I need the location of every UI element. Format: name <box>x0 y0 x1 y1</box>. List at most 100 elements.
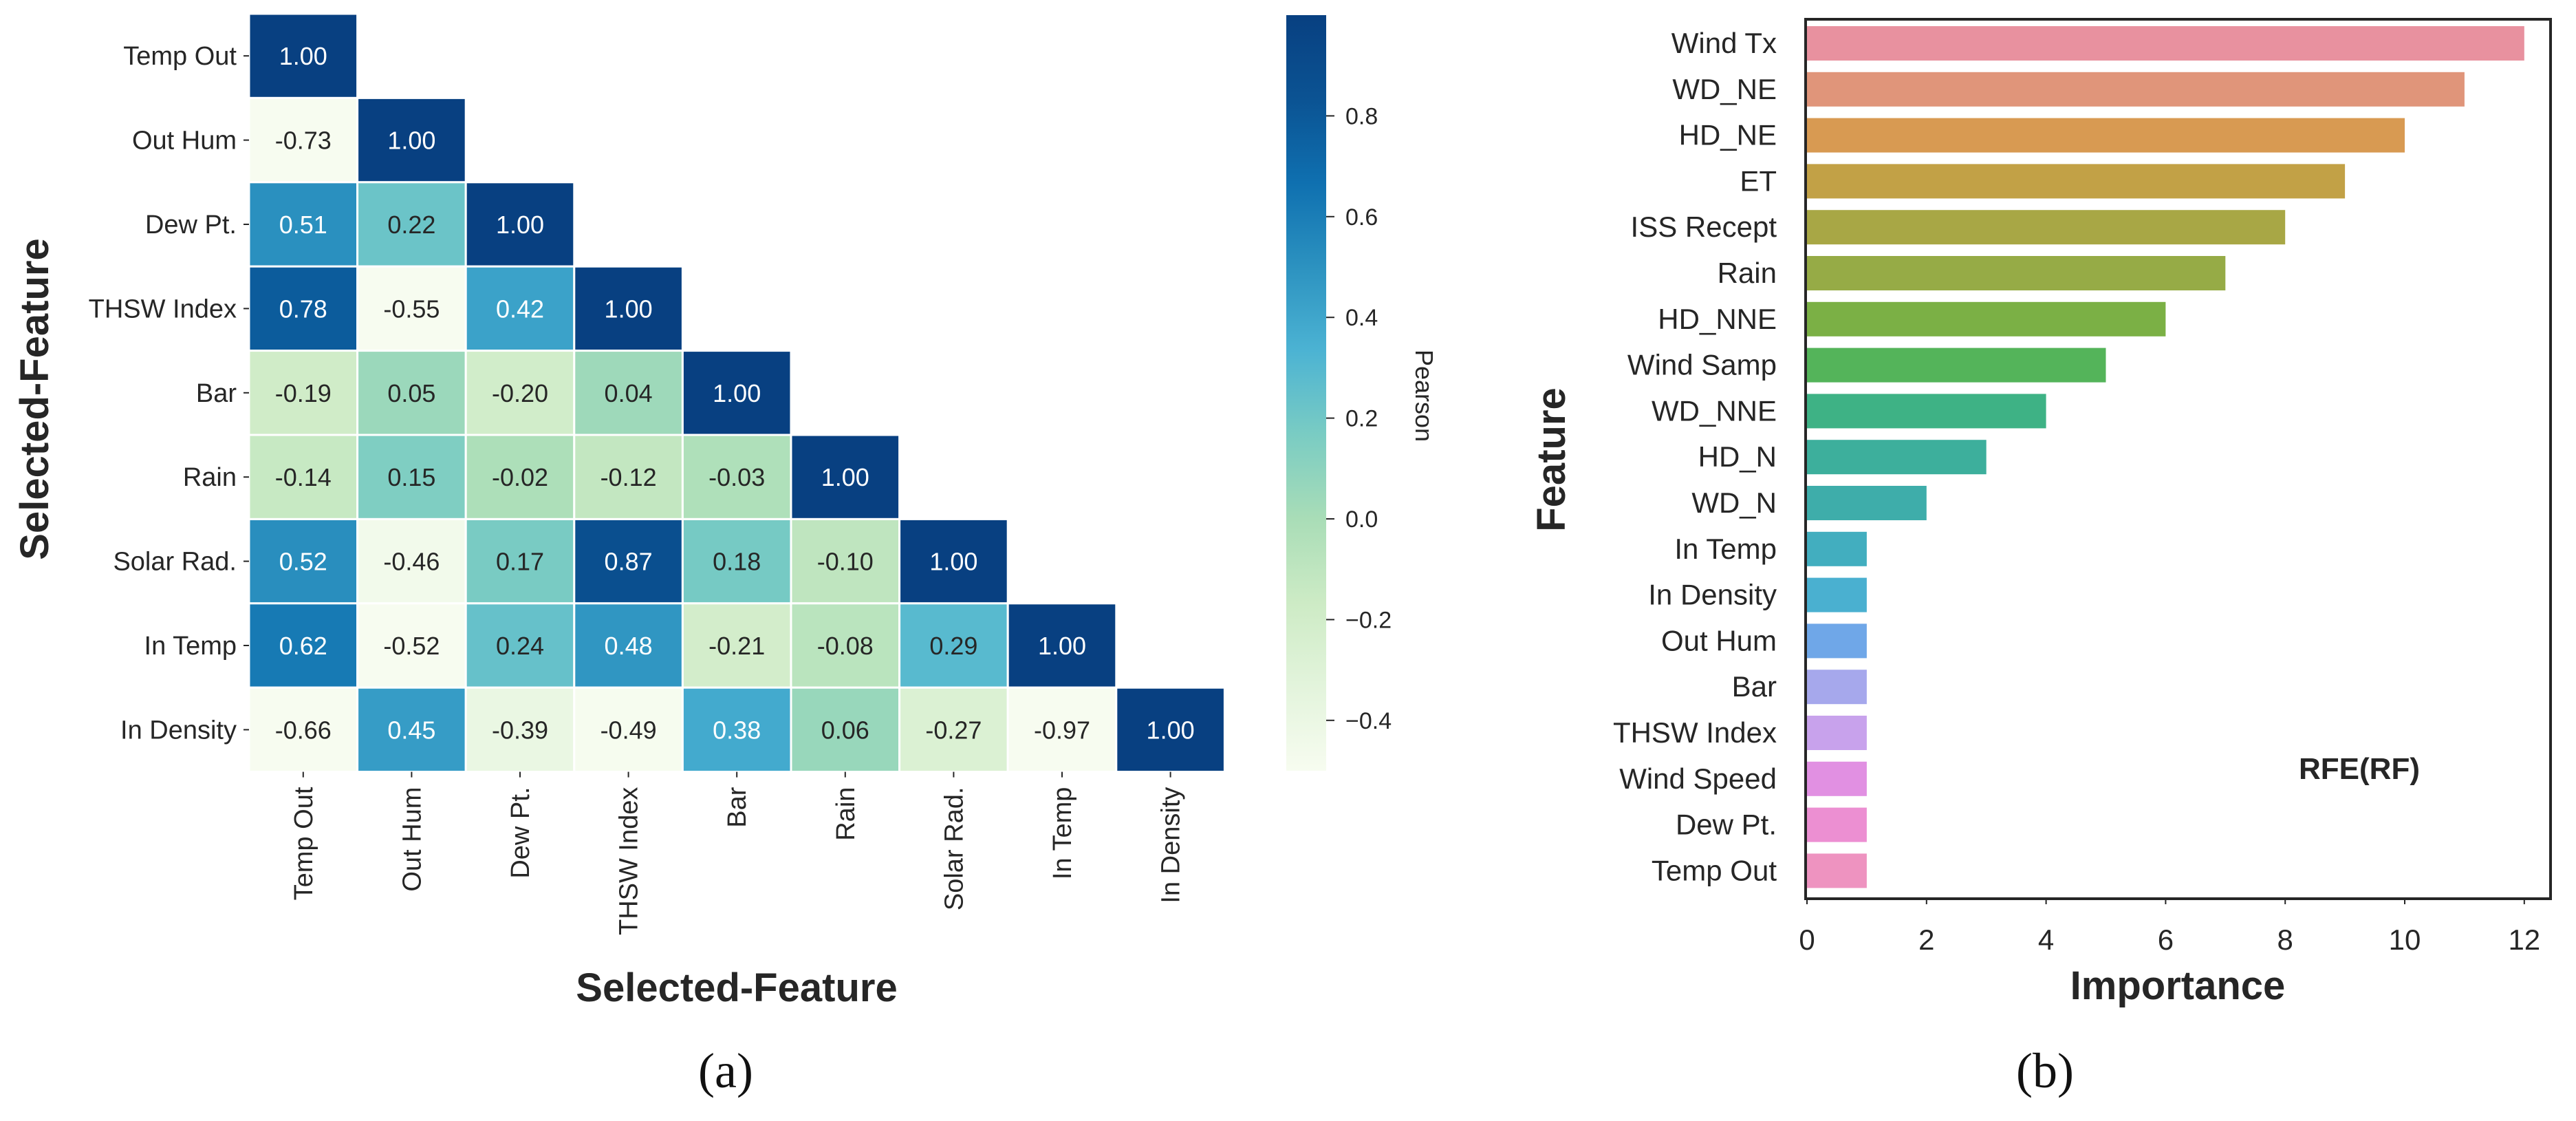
heatmap-cell <box>248 602 359 689</box>
heatmap-y-label-bar: Bar <box>196 379 237 408</box>
bar-y-axis-title: Feature <box>1529 387 1574 532</box>
heatmap-cell-label: 0.42 <box>496 295 544 323</box>
heatmap-y-tick-labels: Temp Out Out Hum Dew Pt. THSW Index Bar Rain S… <box>89 42 249 745</box>
heatmap-x-axis-title: Selected-Feature <box>576 965 897 1010</box>
heatmap-cell <box>248 686 359 773</box>
heatmap-cell-label: -0.02 <box>492 463 548 491</box>
heatmap-y-axis-title: Selected-Feature <box>12 238 57 559</box>
bar-label-in-density: In Density <box>1648 579 1777 611</box>
heatmap-x-label-out-hum: Out Hum <box>398 787 426 892</box>
heatmap-cell-label: -0.08 <box>817 632 874 660</box>
heatmap-cell <box>573 434 684 520</box>
bar-dew-pt <box>1807 807 1867 842</box>
heatmap-cell <box>681 434 792 520</box>
bar-label-out-hum: Out Hum <box>1661 624 1777 656</box>
heatmap-y-label-dew-pt: Dew Pt. <box>145 211 237 239</box>
heatmap-x-tick-labels: Temp Out Out Hum Dew Pt. THSW Index Bar Rain S… <box>290 771 1186 935</box>
bar-hd-n <box>1807 440 1987 475</box>
bar-hd-nne <box>1807 301 2166 337</box>
heatmap-cell-label: -0.66 <box>275 716 332 744</box>
bar-label-wd-ne: WD_NE <box>1672 73 1777 105</box>
heatmap-x-label-rain: Rain <box>832 787 861 841</box>
heatmap-cell-label: 0.78 <box>279 295 327 323</box>
colorbar: 0.8 0.6 0.4 0.2 0.0 −0.2 −0.4 Pearson <box>1286 15 1438 771</box>
heatmap-y-label-in-temp: In Temp <box>144 632 237 661</box>
bar-x-tick-label: 0 <box>1799 924 1815 956</box>
correlation-heatmap: 1.00 -0.73 1.00 0.51 0.22 1.00 0.78 -0.55 0.42 1.… <box>12 12 1438 1010</box>
colorbar-tick-label: 0.8 <box>1345 103 1378 129</box>
heatmap-cell-label: 0.15 <box>387 463 435 491</box>
bar-thsw-index <box>1807 716 1867 750</box>
heatmap-cell <box>573 350 684 436</box>
heatmap-cell <box>1115 686 1226 773</box>
colorbar-tick-label: −0.4 <box>1345 708 1392 734</box>
heatmap-cell-label: 0.38 <box>713 716 761 744</box>
heatmap-y-label-out-hum: Out Hum <box>132 127 237 156</box>
bar-iss-recept <box>1807 210 2286 245</box>
heatmap-y-label-temp-out: Temp Out <box>123 42 237 71</box>
colorbar-tick-label: 0.0 <box>1345 506 1378 533</box>
heatmap-cell-label: -0.52 <box>383 632 440 660</box>
bar-label-hd-n: HD_N <box>1698 440 1777 473</box>
bar-label-iss-recept: ISS Recept <box>1631 211 1777 243</box>
heatmap-cell-label: 0.17 <box>496 548 544 576</box>
bar-wd-ne <box>1807 72 2465 107</box>
bar-label-wd-nne: WD_NNE <box>1652 394 1777 427</box>
feature-importance-chart: Wind Tx WD_NE HD_NE ET ISS Recept Rain HD_NNE W… <box>1529 18 2552 1008</box>
bar-label-in-temp: In Temp <box>1674 533 1777 565</box>
heatmap-cell-label: 0.22 <box>387 211 435 239</box>
heatmap-cell <box>248 517 359 605</box>
heatmap-cell <box>464 602 576 689</box>
bar-wind-tx <box>1807 26 2524 61</box>
heatmap-cell <box>356 434 467 520</box>
heatmap-cell <box>356 350 467 436</box>
heatmap-x-label-thsw-index: THSW Index <box>615 787 644 935</box>
plot-frame <box>1804 18 2552 900</box>
heatmap-cell <box>356 265 467 352</box>
heatmap-y-label-rain: Rain <box>183 463 237 492</box>
heatmap-cell-label: -0.46 <box>383 548 440 576</box>
heatmap-y-label-thsw-index: THSW Index <box>89 295 237 323</box>
heatmap-cell-label: 1.00 <box>387 127 435 155</box>
heatmap-x-label-bar: Bar <box>723 787 752 827</box>
heatmap-cell-label: 0.87 <box>605 548 653 576</box>
heatmap-cell-label: -0.12 <box>600 463 657 491</box>
heatmap-cell-label: -0.19 <box>275 379 332 407</box>
heatmap-cell <box>1006 602 1118 689</box>
colorbar-gradient <box>1286 15 1326 771</box>
heatmap-cells: 1.00 -0.73 1.00 0.51 0.22 1.00 0.78 -0.55 0.42 1.… <box>248 12 1226 773</box>
heatmap-cell <box>573 686 684 773</box>
bar-x-tick-label: 8 <box>2277 924 2293 956</box>
heatmap-x-label-in-density: In Density <box>1157 787 1186 904</box>
colorbar-tick-label: −0.2 <box>1345 607 1392 633</box>
heatmap-cell <box>898 517 1009 605</box>
heatmap-cell-label: 1.00 <box>279 42 327 70</box>
bar-x-tick-label: 2 <box>1918 924 1934 956</box>
heatmap-cell-label: 0.52 <box>279 548 327 576</box>
heatmap-cell <box>356 517 467 605</box>
bar-label-wind-samp: Wind Samp <box>1627 349 1777 381</box>
heatmap-cell-label: 1.00 <box>1147 716 1195 744</box>
bar-wd-n <box>1807 486 1927 520</box>
colorbar-tick-label: 0.6 <box>1345 204 1378 231</box>
bar-y-tick-labels: Wind Tx WD_NE HD_NE ET ISS Recept Rain HD_NNE W… <box>1613 27 1777 886</box>
heatmap-cell-label: 1.00 <box>605 295 653 323</box>
bar-label-dew-pt: Dew Pt. <box>1676 809 1777 841</box>
bar-label-bar: Bar <box>1732 670 1777 703</box>
heatmap-cell-label: -0.10 <box>817 548 874 576</box>
bar-label-wind-tx: Wind Tx <box>1671 27 1777 59</box>
heatmap-cell-label: 0.62 <box>279 632 327 660</box>
importance-bars <box>1807 26 2524 888</box>
bar-x-axis-title: Importance <box>2070 963 2286 1008</box>
bar-label-thsw-index: THSW Index <box>1613 716 1777 749</box>
bar-et <box>1807 164 2346 199</box>
heatmap-cell <box>898 686 1009 773</box>
heatmap-cell <box>248 96 359 184</box>
heatmap-cell <box>464 181 576 268</box>
heatmap-cell-label: 1.00 <box>713 379 761 407</box>
bar-label-hd-ne: HD_NE <box>1679 119 1777 151</box>
colorbar-tick-label: 0.2 <box>1345 406 1378 432</box>
heatmap-cell <box>464 686 576 773</box>
bar-label-wind-speed: Wind Speed <box>1619 762 1777 795</box>
caption-a: (a) <box>698 1043 753 1098</box>
